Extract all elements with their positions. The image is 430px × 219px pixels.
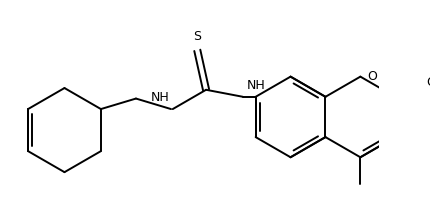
Text: S: S bbox=[193, 30, 201, 43]
Text: NH: NH bbox=[150, 91, 169, 104]
Text: O: O bbox=[426, 76, 430, 89]
Text: O: O bbox=[366, 70, 376, 83]
Text: NH: NH bbox=[246, 79, 264, 92]
